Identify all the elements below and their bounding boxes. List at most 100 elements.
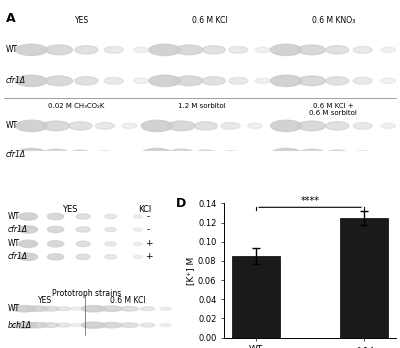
Text: KCl: KCl xyxy=(138,205,152,214)
Circle shape xyxy=(16,75,47,86)
Text: WT: WT xyxy=(8,304,20,313)
Circle shape xyxy=(42,307,59,311)
Circle shape xyxy=(381,47,396,53)
Text: YES: YES xyxy=(38,296,52,305)
Circle shape xyxy=(134,47,149,53)
Circle shape xyxy=(160,307,171,310)
Circle shape xyxy=(134,78,149,84)
Circle shape xyxy=(104,46,123,53)
Circle shape xyxy=(141,148,172,160)
Circle shape xyxy=(101,323,122,328)
Circle shape xyxy=(81,322,106,328)
Circle shape xyxy=(381,151,396,157)
Text: -: - xyxy=(147,225,150,234)
Text: D: D xyxy=(176,197,186,210)
Circle shape xyxy=(104,77,123,84)
Text: WT: WT xyxy=(6,121,18,130)
Circle shape xyxy=(326,150,349,158)
Circle shape xyxy=(70,307,82,310)
Circle shape xyxy=(298,121,325,131)
Bar xyxy=(340,218,388,338)
Circle shape xyxy=(101,306,122,311)
Circle shape xyxy=(45,76,72,86)
Circle shape xyxy=(149,75,180,86)
Circle shape xyxy=(76,227,90,232)
Text: bch1Δ: bch1Δ xyxy=(8,321,32,330)
Circle shape xyxy=(176,45,203,55)
Circle shape xyxy=(27,323,48,328)
Circle shape xyxy=(160,324,171,327)
Circle shape xyxy=(194,122,218,130)
Text: cfr1Δ: cfr1Δ xyxy=(8,225,28,234)
Text: -: - xyxy=(147,212,150,221)
Circle shape xyxy=(326,77,349,85)
Circle shape xyxy=(134,228,143,231)
Circle shape xyxy=(95,122,114,129)
Circle shape xyxy=(16,120,47,132)
Circle shape xyxy=(75,46,98,54)
Circle shape xyxy=(19,213,38,220)
Circle shape xyxy=(42,121,70,131)
Text: 0.6 M KNO₃: 0.6 M KNO₃ xyxy=(312,16,355,25)
Circle shape xyxy=(69,122,92,130)
Circle shape xyxy=(70,324,82,327)
Circle shape xyxy=(16,44,47,55)
Circle shape xyxy=(75,77,98,85)
Circle shape xyxy=(326,122,349,130)
Y-axis label: [K⁺] M: [K⁺] M xyxy=(186,256,195,285)
Circle shape xyxy=(122,123,137,129)
Circle shape xyxy=(194,150,218,158)
Circle shape xyxy=(221,151,240,158)
Circle shape xyxy=(202,46,225,54)
Text: cfr1Δ: cfr1Δ xyxy=(6,76,26,85)
Circle shape xyxy=(47,241,64,247)
Circle shape xyxy=(168,121,195,131)
Circle shape xyxy=(105,255,116,259)
Circle shape xyxy=(353,151,372,158)
Text: cfr1Δ: cfr1Δ xyxy=(6,150,26,159)
Circle shape xyxy=(140,307,155,311)
Circle shape xyxy=(105,242,116,246)
Circle shape xyxy=(168,149,195,159)
Circle shape xyxy=(298,149,325,159)
Text: ****: **** xyxy=(300,196,320,206)
Circle shape xyxy=(19,226,38,233)
Circle shape xyxy=(47,227,64,232)
Circle shape xyxy=(56,323,71,327)
Circle shape xyxy=(134,242,143,246)
Circle shape xyxy=(255,78,270,84)
Circle shape xyxy=(247,151,262,157)
Circle shape xyxy=(270,44,302,55)
Circle shape xyxy=(76,241,90,246)
Circle shape xyxy=(42,323,59,327)
Text: 0.02 M CH₃CO₂K: 0.02 M CH₃CO₂K xyxy=(48,103,105,109)
Circle shape xyxy=(221,122,240,129)
Circle shape xyxy=(76,254,90,260)
Circle shape xyxy=(381,78,396,84)
Circle shape xyxy=(270,120,302,132)
Circle shape xyxy=(353,77,372,84)
Text: WT: WT xyxy=(8,239,20,248)
Circle shape xyxy=(134,255,143,259)
Text: cfr1Δ: cfr1Δ xyxy=(8,252,28,261)
Circle shape xyxy=(255,47,270,53)
Text: YES: YES xyxy=(75,16,90,25)
Bar xyxy=(232,256,280,338)
Circle shape xyxy=(105,214,116,219)
Text: 1.2 M sorbitol: 1.2 M sorbitol xyxy=(178,103,226,109)
Circle shape xyxy=(141,120,172,132)
Circle shape xyxy=(326,46,349,54)
Circle shape xyxy=(42,149,70,159)
Text: +: + xyxy=(145,252,152,261)
Circle shape xyxy=(69,150,92,158)
Text: A: A xyxy=(6,12,16,25)
Circle shape xyxy=(298,45,325,55)
Circle shape xyxy=(121,307,138,311)
Circle shape xyxy=(270,75,302,86)
Text: 0.6 M KCl +
0.6 M sorbitol: 0.6 M KCl + 0.6 M sorbitol xyxy=(309,103,357,116)
Circle shape xyxy=(149,44,180,55)
Text: +: + xyxy=(145,239,152,248)
Text: WT: WT xyxy=(6,45,18,54)
Circle shape xyxy=(122,151,137,157)
Circle shape xyxy=(229,46,248,53)
